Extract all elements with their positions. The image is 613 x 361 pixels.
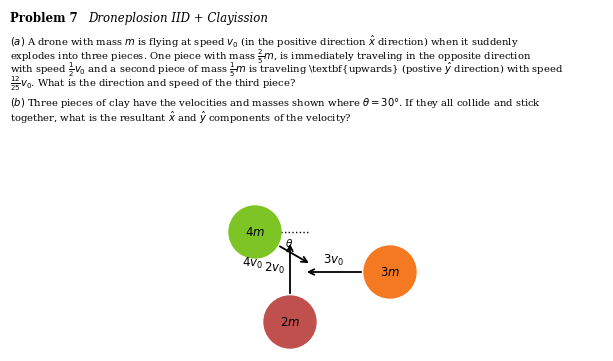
Circle shape [264,296,316,348]
Text: $(b)$ Three pieces of clay have the velocities and masses shown where $\theta = : $(b)$ Three pieces of clay have the velo… [10,96,541,110]
Circle shape [364,246,416,298]
Text: together, what is the resultant $\hat{x}$ and $\hat{y}$ components of the veloci: together, what is the resultant $\hat{x}… [10,110,352,126]
Text: $(a)$ A drone with mass $m$ is flying at speed $v_0$ (in the positive direction : $(a)$ A drone with mass $m$ is flying at… [10,34,519,50]
Text: explodes into three pieces. One piece with mass $\frac{2}{5}m$, is immediately t: explodes into three pieces. One piece wi… [10,48,531,66]
Text: $\frac{12}{25}v_0$. What is the direction and speed of the third piece?: $\frac{12}{25}v_0$. What is the directio… [10,74,296,93]
Text: $3v_0$: $3v_0$ [324,253,345,268]
Text: $\theta$: $\theta$ [285,237,293,249]
Text: with speed $\frac{1}{2}v_0$ and a second piece of mass $\frac{1}{5}m$ is traveli: with speed $\frac{1}{2}v_0$ and a second… [10,61,563,79]
Text: $2m$: $2m$ [280,316,300,329]
Text: $2v_0$: $2v_0$ [264,261,285,276]
Text: $3m$: $3m$ [380,265,400,278]
Text: $4v_0$: $4v_0$ [242,256,263,271]
Text: Problem 7: Problem 7 [10,12,78,25]
Text: Droneplosion IID + Clayission: Droneplosion IID + Clayission [88,12,268,25]
Circle shape [229,206,281,258]
Text: $4m$: $4m$ [245,226,265,239]
